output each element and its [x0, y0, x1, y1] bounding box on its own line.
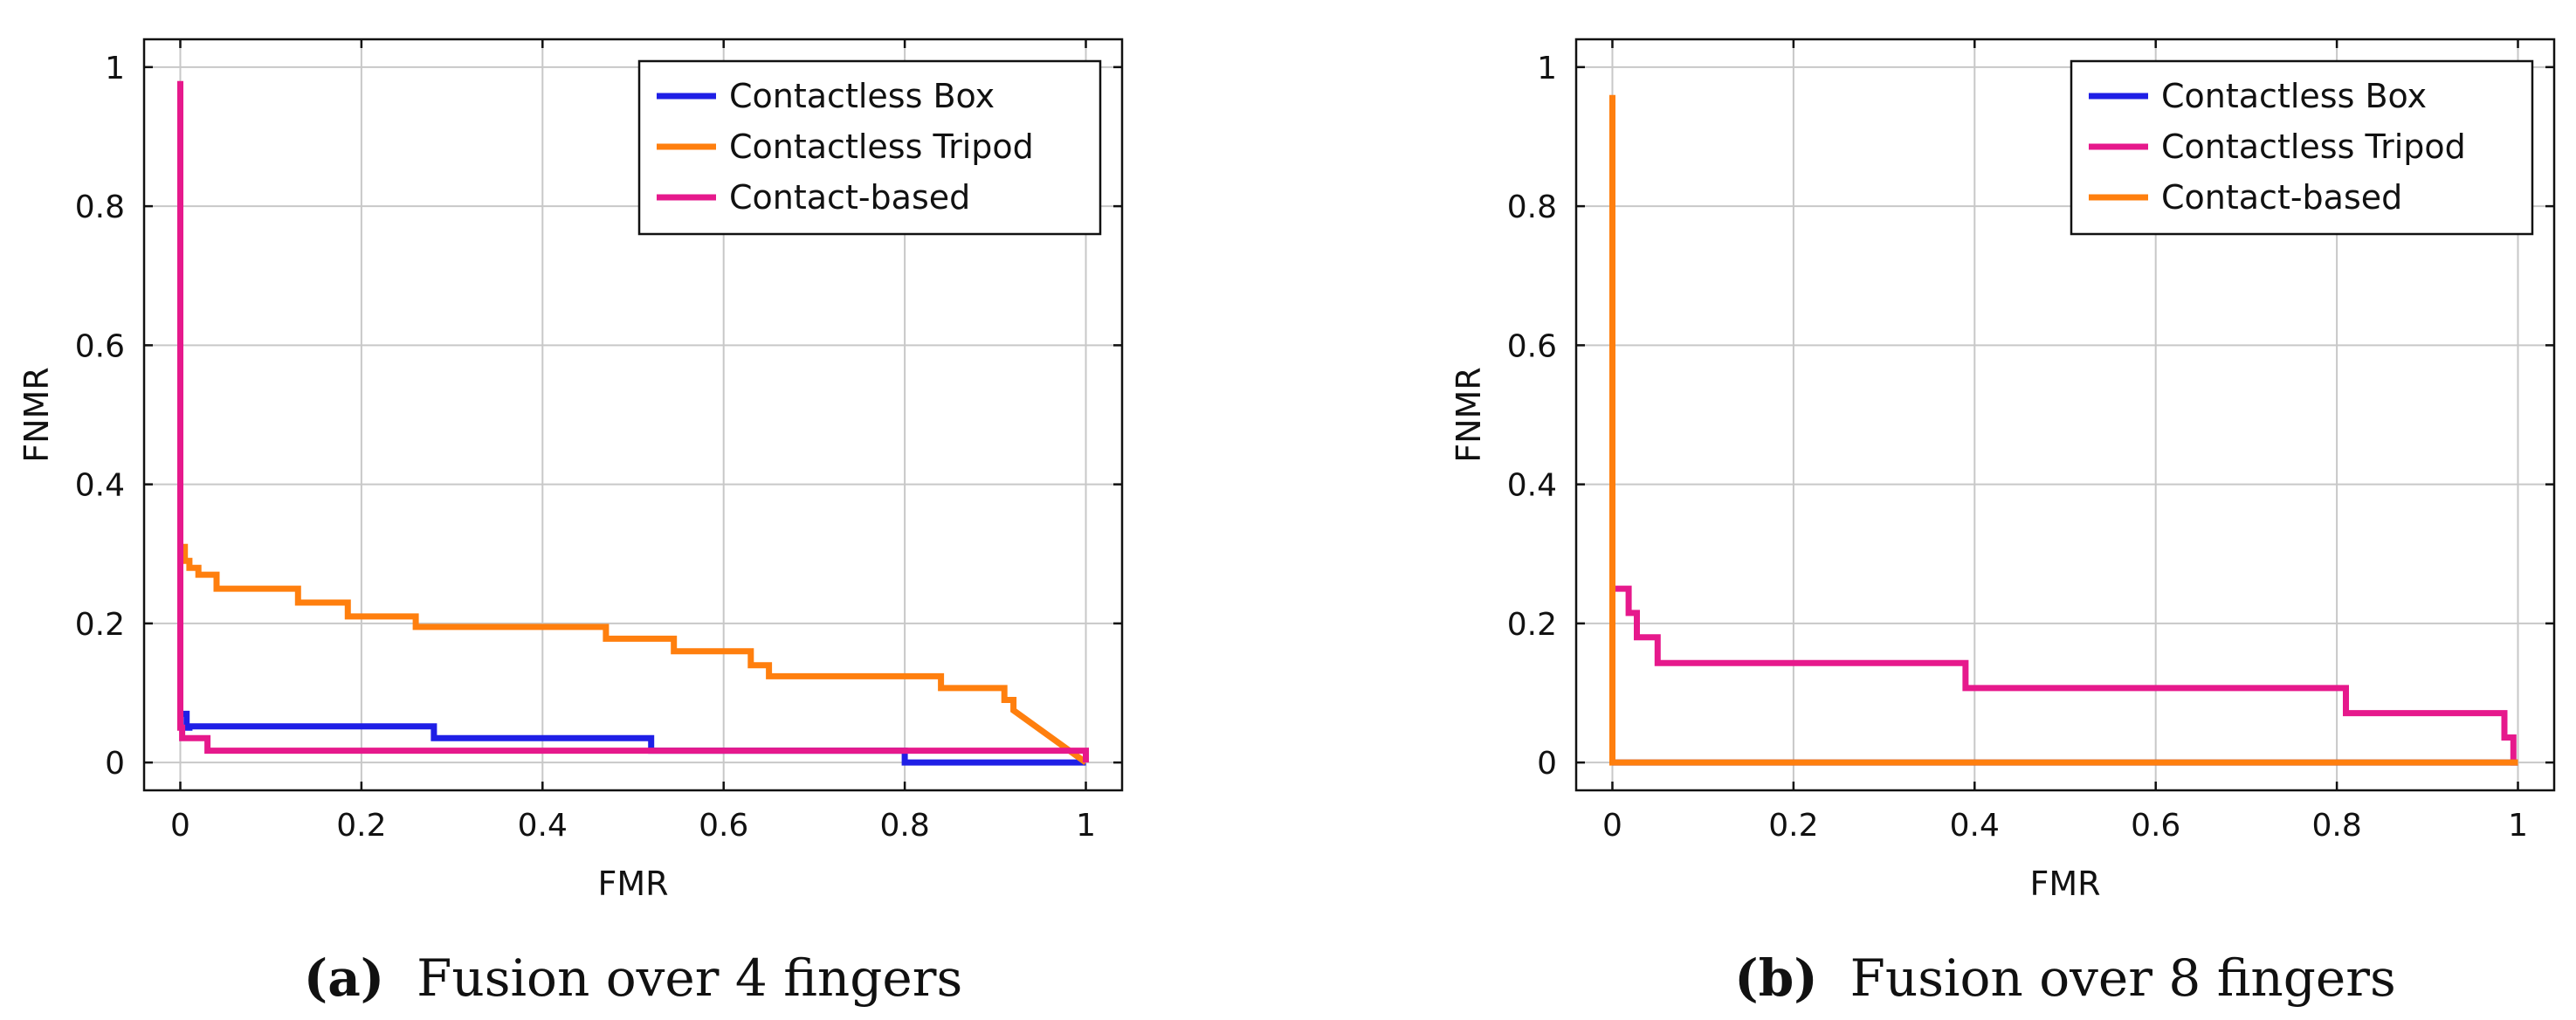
- series-group: [1609, 94, 2518, 766]
- caption-text: Fusion over 8 fingers: [1850, 948, 2396, 1008]
- legend-label: Contactless Tripod: [729, 128, 1034, 166]
- y-tick-label: 0: [1537, 746, 1557, 782]
- y-tick-label: 1: [1537, 51, 1557, 86]
- series-line-contactless-box: [177, 710, 1086, 766]
- plot-frame: [1574, 38, 2556, 792]
- x-tick-label: 0.6: [699, 808, 748, 844]
- x-tick-label: 0: [1602, 808, 1622, 844]
- series-line-contactless-tripod: [177, 533, 1088, 765]
- x-tick-label: 1: [1076, 808, 1096, 844]
- y-tick-label: 0.6: [1507, 328, 1557, 364]
- legend-label: Contactless Box: [2161, 77, 2427, 115]
- x-tick-label: 0.6: [2131, 808, 2180, 844]
- legend-label: Contactless Tripod: [2161, 128, 2466, 166]
- figure-caption: (a) Fusion over 4 fingers: [304, 948, 962, 1008]
- y-tick-label: 0.8: [1507, 190, 1557, 225]
- y-tick-label: 0.6: [75, 328, 125, 364]
- y-tick-label: 0.4: [75, 468, 125, 504]
- x-tick-label: 0.4: [518, 808, 568, 844]
- y-tick-label: 1: [105, 51, 125, 86]
- legend-label: Contact-based: [729, 178, 970, 217]
- plot-frame: [142, 38, 1124, 792]
- y-tick-label: 0: [105, 746, 125, 782]
- y-tick-label: 0.2: [1507, 607, 1557, 643]
- caption-panel-label: (b): [1734, 948, 1817, 1008]
- y-axis-label: FNMR: [17, 367, 56, 462]
- series-group: [177, 80, 1089, 766]
- y-tick-label: 0.8: [75, 190, 125, 225]
- legend: Contactless Box Contactless Tripod Contact…: [637, 59, 1102, 236]
- legend: Contactless Box Contactless Tripod Contact…: [2070, 59, 2534, 236]
- legend-label: Contactless Box: [729, 77, 995, 115]
- x-tick-label: 1: [2508, 808, 2528, 844]
- x-tick-label: 0.2: [1768, 808, 1818, 844]
- caption-text: Fusion over 4 fingers: [417, 948, 962, 1008]
- x-tick-label: 0.8: [879, 808, 929, 844]
- series-line-contact-based: [1609, 94, 2518, 766]
- x-tick-label: 0.4: [1950, 808, 2000, 844]
- series-line-contactless-tripod: [1612, 585, 2518, 766]
- chart-panel-b: 0 0.2 0.4 0.6 0.8 1 0 0.2 0.4 0.6 0.8 1 FMR FNMR Conta…: [1450, 38, 2556, 1008]
- y-tick-label: 0.2: [75, 607, 125, 643]
- x-tick-label: 0.8: [2311, 808, 2361, 844]
- chart-panel-a: 0 0.2 0.4 0.6 0.8 1 0 0.2 0.4 0.6 0.8 1 FMR FNMR Conta…: [17, 38, 1124, 1008]
- y-tick-label: 0.4: [1507, 468, 1557, 504]
- x-axis-label: FMR: [2029, 865, 2100, 903]
- x-tick-label: 0.2: [336, 808, 386, 844]
- caption-panel-label: (a): [304, 948, 384, 1008]
- legend-label: Contact-based: [2161, 178, 2402, 217]
- x-axis-label: FMR: [597, 865, 668, 903]
- x-tick-label: 0: [170, 808, 190, 844]
- figure-caption: (b) Fusion over 8 fingers: [1734, 948, 2395, 1008]
- y-axis-label: FNMR: [1450, 367, 1488, 462]
- series-line-contact-based: [177, 80, 1089, 763]
